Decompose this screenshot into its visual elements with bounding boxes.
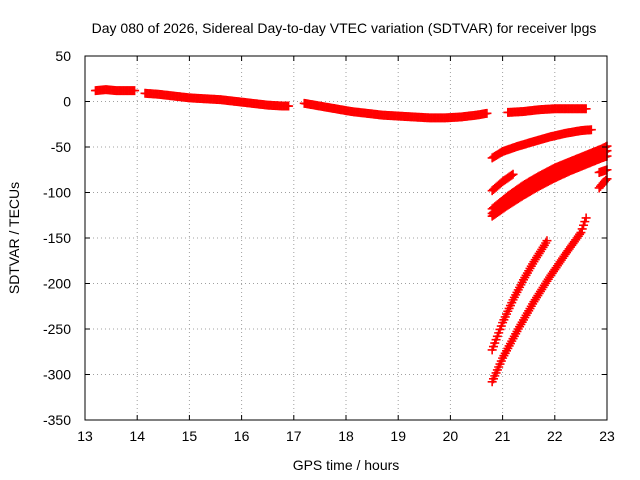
data-point <box>581 104 591 114</box>
x-tick-label: 23 <box>599 428 615 444</box>
x-tick-label: 20 <box>443 428 459 444</box>
data-point <box>575 229 585 239</box>
x-tick-label: 15 <box>182 428 198 444</box>
ticks: 13 14 15 16 17 18 19 20 21 22 23 50 0 -50 -100 -150 -200… <box>43 48 615 444</box>
series-arc-1 <box>90 85 140 96</box>
y-tick-label: -50 <box>51 139 71 155</box>
series-arc-2 <box>140 88 294 111</box>
x-axis-label: GPS time / hours <box>293 457 400 473</box>
x-tick-label: 19 <box>390 428 406 444</box>
data-point <box>601 175 611 185</box>
y-tick-label: 0 <box>63 94 71 110</box>
y-tick-label: -250 <box>43 321 71 337</box>
data-point <box>284 101 294 111</box>
data-point <box>581 213 591 223</box>
series-arc-9 <box>487 151 612 221</box>
data-point <box>586 125 596 135</box>
y-tick-label: 50 <box>55 48 71 64</box>
x-tick-label: 22 <box>547 428 563 444</box>
series-arc-4 <box>503 104 591 117</box>
data-point <box>507 170 517 180</box>
x-tick-label: 17 <box>286 428 302 444</box>
x-tick-label: 14 <box>129 428 145 444</box>
series-arc-10 <box>487 236 552 355</box>
data-point <box>482 108 492 118</box>
y-axis-label: SDTVAR / TECUs <box>6 182 22 294</box>
series-arc-3 <box>299 98 492 123</box>
series-arc-5 <box>487 125 596 163</box>
data-layer <box>90 85 612 387</box>
series-arc-11 <box>487 213 591 387</box>
y-tick-label: -200 <box>43 276 71 292</box>
y-tick-label: -300 <box>43 367 71 383</box>
y-tick-label: -150 <box>43 230 71 246</box>
data-point <box>542 236 552 246</box>
x-tick-label: 13 <box>77 428 93 444</box>
y-tick-label: -350 <box>43 412 71 428</box>
data-point <box>508 169 518 179</box>
data-point <box>130 86 140 96</box>
x-tick-label: 16 <box>234 428 250 444</box>
y-tick-label: -100 <box>43 185 71 201</box>
chart-title: Day 080 of 2026, Sidereal Day-to-day VTE… <box>92 20 597 36</box>
x-tick-label: 21 <box>495 428 511 444</box>
series-arc-6 <box>487 169 518 196</box>
x-tick-label: 18 <box>338 428 354 444</box>
